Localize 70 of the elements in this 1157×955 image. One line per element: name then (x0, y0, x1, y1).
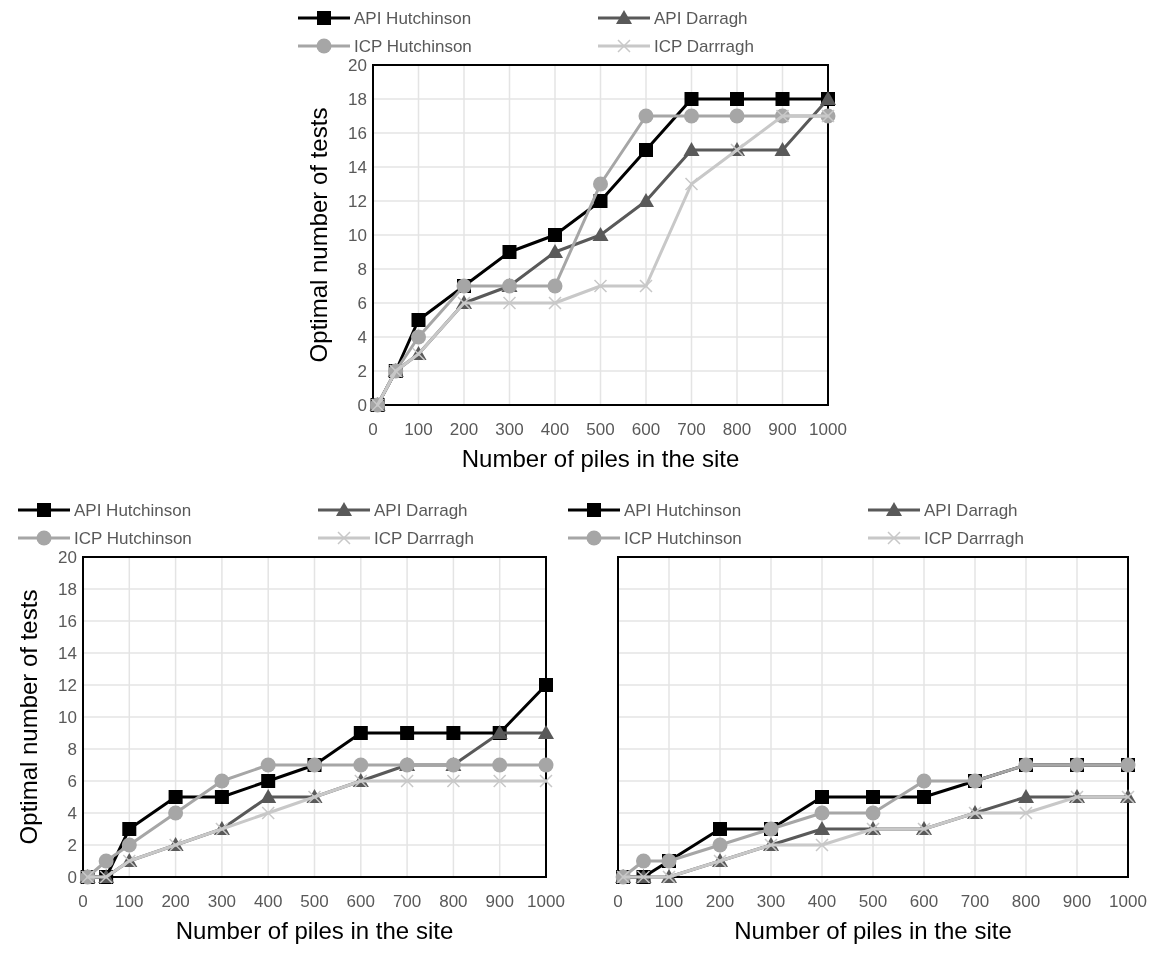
y-tick-label: 2 (67, 836, 77, 855)
y-tick-label: 4 (357, 328, 367, 347)
y-tick-label: 8 (357, 260, 367, 279)
y-tick-label: 18 (348, 90, 367, 109)
legend-label: ICP Darrragh (374, 529, 474, 548)
legend-label: API Hutchinson (74, 501, 192, 520)
legend-label: ICP Hutchinson (74, 529, 192, 548)
y-tick-label: 18 (58, 580, 77, 599)
x-tick-label: 300 (495, 420, 524, 439)
x-tick-label: 200 (161, 892, 190, 911)
x-tick-label: 300 (756, 892, 786, 911)
x-axis-title: Number of piles in the site (734, 917, 1012, 944)
x-tick-label: 400 (254, 892, 283, 911)
x-tick-label: 400 (540, 420, 570, 439)
y-tick-label: 2 (357, 362, 367, 381)
y-tick-label: 0 (357, 396, 367, 415)
legend-label: API Hutchinson (624, 501, 742, 520)
y-tick-label: 10 (58, 708, 77, 727)
x-tick-label: 900 (768, 420, 797, 439)
y-tick-label: 6 (67, 772, 77, 791)
y-tick-label: 16 (58, 612, 77, 631)
x-tick-label: 700 (392, 892, 422, 911)
legend-label: API Darragh (374, 501, 468, 520)
y-tick-label: 6 (357, 294, 367, 313)
x-tick-label: 600 (631, 420, 661, 439)
x-tick-label: 200 (449, 420, 479, 439)
x-tick-label: 300 (207, 892, 237, 911)
x-tick-label: 0 (613, 892, 623, 911)
y-tick-label: 14 (348, 158, 367, 177)
x-tick-label: 600 (346, 892, 375, 911)
y-tick-label: 16 (348, 124, 367, 143)
y-tick-label: 14 (58, 644, 77, 663)
legend-label: API Darragh (654, 9, 748, 28)
x-tick-label: 1000 (809, 420, 847, 439)
x-tick-label: 900 (1062, 892, 1092, 911)
x-tick-label: 800 (439, 892, 468, 911)
x-axis-title: Number of piles in the site (175, 917, 454, 944)
x-tick-label: 400 (807, 892, 837, 911)
y-tick-label: 4 (67, 804, 77, 823)
y-tick-label: 20 (348, 56, 367, 75)
x-tick-label: 600 (909, 892, 939, 911)
x-tick-label: 700 (960, 892, 990, 911)
y-tick-label: 8 (67, 740, 77, 759)
x-tick-label: 500 (858, 892, 888, 911)
legend-label: ICP Darrragh (654, 37, 754, 56)
y-tick-label: 12 (348, 192, 367, 211)
y-tick-label: 12 (58, 676, 77, 695)
legend-label: API Hutchinson (354, 9, 472, 28)
x-tick-label: 700 (677, 420, 706, 439)
x-tick-label: 800 (722, 420, 752, 439)
x-tick-label: 200 (705, 892, 735, 911)
y-tick-label: 10 (348, 226, 367, 245)
x-tick-label: 100 (654, 892, 684, 911)
legend-label: ICP Hutchinson (624, 529, 742, 548)
x-tick-label: 800 (1011, 892, 1041, 911)
legend-label: API Darragh (924, 501, 1018, 520)
x-tick-label: 500 (586, 420, 615, 439)
y-tick-label: 0 (67, 868, 77, 887)
x-tick-label: 1000 (527, 892, 565, 911)
x-tick-label: 100 (115, 892, 144, 911)
x-tick-label: 900 (485, 892, 514, 911)
x-tick-label: 100 (404, 420, 433, 439)
legend-label: ICP Hutchinson (354, 37, 472, 56)
y-axis-title: Optimal number of tests (15, 589, 42, 845)
x-tick-label: 500 (300, 892, 329, 911)
x-tick-label: 1000 (1109, 892, 1147, 911)
y-axis-title: Optimal number of tests (305, 107, 332, 363)
x-axis-title: Number of piles in the site (461, 445, 740, 472)
y-tick-label: 20 (58, 548, 77, 567)
legend-label: ICP Darrragh (924, 529, 1024, 548)
